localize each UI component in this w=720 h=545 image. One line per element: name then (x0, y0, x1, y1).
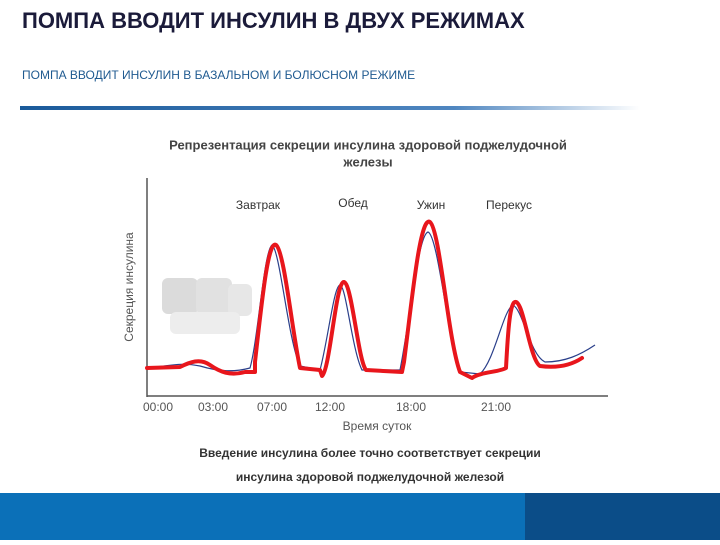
x-tick-label: 18:00 (396, 400, 426, 414)
x-tick-label: 07:00 (257, 400, 287, 414)
x-tick-label: 12:00 (315, 400, 345, 414)
pump-curve (145, 219, 584, 380)
meal-label: Перекус (486, 198, 532, 212)
meal-label: Обед (338, 196, 367, 210)
chart-title: железы (342, 154, 392, 169)
pump-image (162, 278, 252, 334)
x-tick-label: 21:00 (481, 400, 511, 414)
meal-label: Ужин (417, 198, 446, 212)
divider (20, 106, 640, 110)
slide-subtitle: ПОМПА ВВОДИТ ИНСУЛИН В БАЗАЛЬНОМ И БОЛЮС… (22, 68, 415, 82)
footer-block (525, 493, 720, 540)
slide-title: ПОМПА ВВОДИТ ИНСУЛИН В ДВУХ РЕЖИМАХ (22, 8, 525, 33)
x-axis-label: Время суток (343, 419, 412, 433)
y-axis-label: Секреция инсулина (122, 232, 136, 342)
meal-label: Завтрак (236, 198, 281, 212)
x-tick-label: 00:00 (143, 400, 173, 414)
chart-title: Репрезентация секреции инсулина здоровой… (169, 137, 567, 152)
footer-text: Введение инсулина более точно соответств… (199, 446, 541, 460)
footer-text: инсулина здоровой поджелудочной железой (236, 470, 504, 484)
x-tick-label: 03:00 (198, 400, 228, 414)
